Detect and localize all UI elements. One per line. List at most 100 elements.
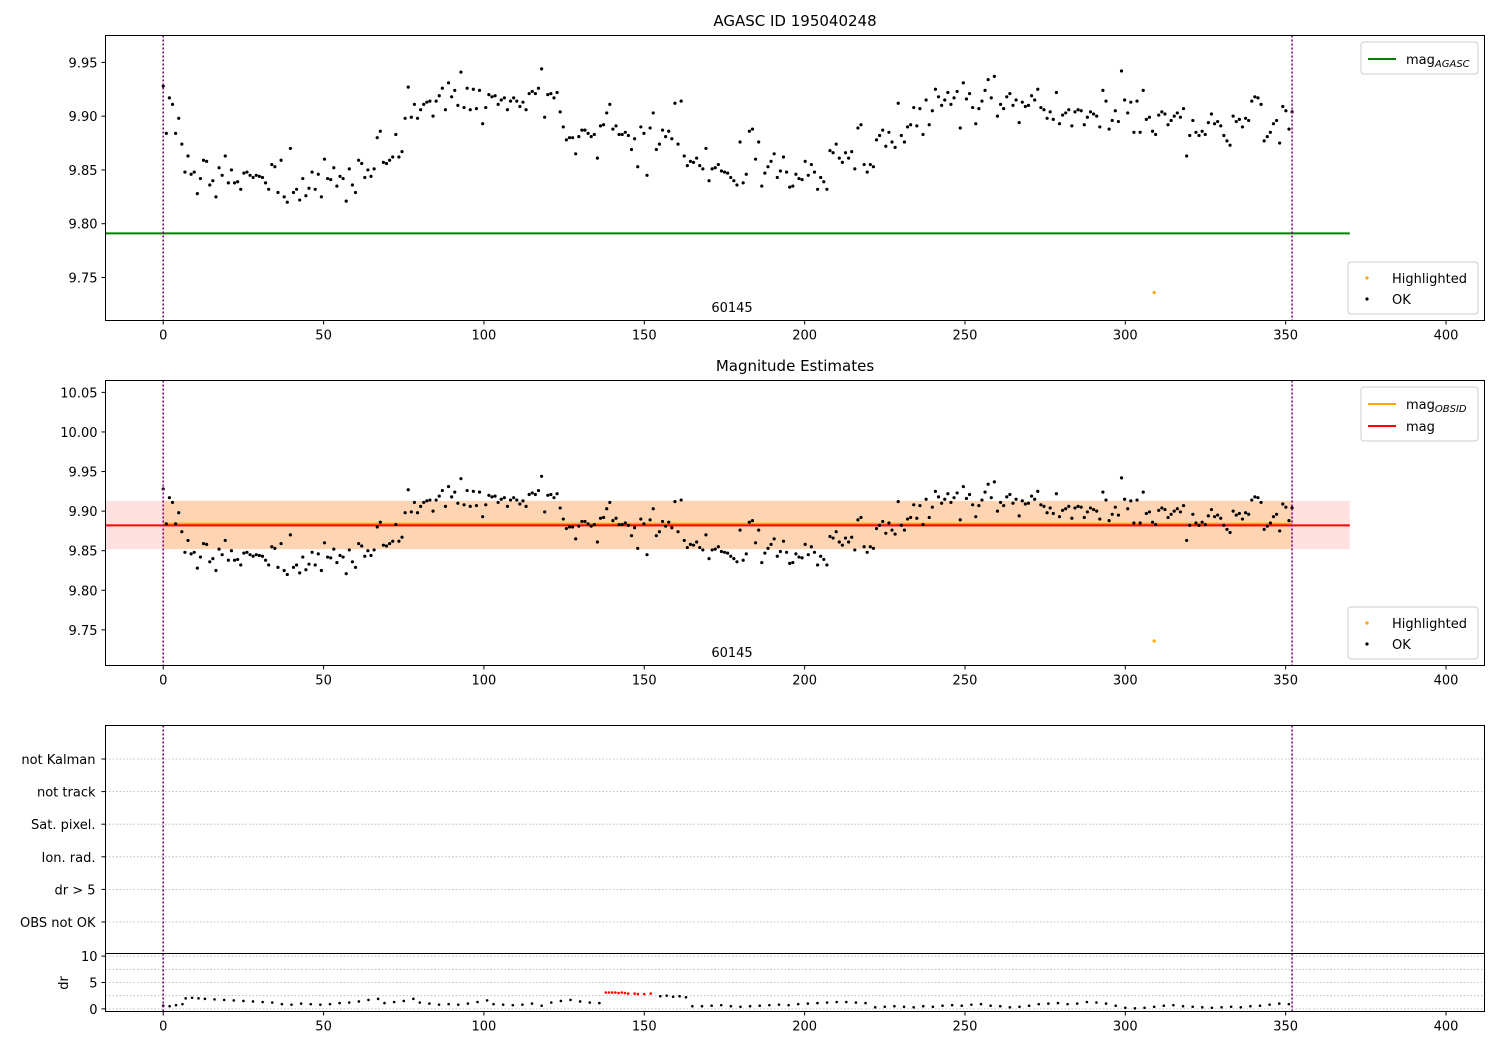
x-tick-label: 150 — [632, 1020, 657, 1035]
dr-point-black — [684, 995, 688, 999]
ok-point — [760, 184, 764, 188]
ok-point — [313, 187, 317, 191]
ok-point — [1166, 123, 1170, 127]
ok-point — [1026, 103, 1031, 108]
ok-point — [881, 519, 885, 524]
dr-point-black — [222, 998, 226, 1002]
ok-point — [270, 545, 274, 549]
y-tick-label: 9.80 — [69, 218, 98, 233]
ok-point — [719, 169, 724, 173]
ok-point — [660, 128, 665, 132]
ok-point — [803, 159, 807, 163]
y-tick-label: 5 — [89, 977, 97, 992]
dr-point-black — [1172, 1003, 1175, 1007]
ok-point — [1268, 130, 1272, 134]
ok-point — [1002, 503, 1006, 508]
dr-point-black — [1008, 1005, 1012, 1009]
ok-point — [496, 102, 500, 106]
ok-point — [788, 561, 792, 565]
ok-point — [1225, 527, 1229, 531]
ok-point — [1020, 100, 1024, 104]
ok-point — [1163, 112, 1167, 116]
dr-point-black — [729, 1004, 733, 1008]
dr-point-black — [598, 1001, 601, 1005]
ok-point — [605, 507, 609, 511]
ok-point — [1247, 118, 1251, 123]
y-tick-label: 9.90 — [69, 505, 98, 520]
ok-point — [729, 175, 733, 180]
ok-point — [837, 156, 841, 160]
ok-point — [446, 81, 451, 85]
ok-point — [933, 489, 938, 493]
ok-point — [419, 504, 423, 508]
dr-point-black — [1191, 1005, 1194, 1009]
ok-point — [1271, 515, 1276, 519]
ok-point — [971, 503, 975, 507]
ok-point — [245, 550, 249, 554]
ok-point — [341, 555, 345, 559]
ok-point — [301, 555, 305, 559]
ok-point — [515, 498, 519, 502]
ok-point — [428, 99, 432, 103]
ok-point — [850, 150, 854, 154]
ok-point — [388, 541, 392, 546]
ok-point — [586, 522, 590, 526]
dr-point-black — [280, 1002, 284, 1006]
dr-point-black — [1018, 1005, 1021, 1009]
ok-point — [1231, 114, 1235, 118]
ok-point — [847, 540, 851, 544]
ok-point — [1070, 124, 1074, 128]
ok-point — [577, 134, 581, 139]
x-tick-label: 50 — [315, 674, 332, 689]
ok-point — [1023, 502, 1027, 506]
ok-point — [828, 148, 832, 153]
ok-point — [1169, 512, 1173, 516]
ok-point — [1042, 504, 1046, 508]
ok-point — [208, 560, 212, 564]
ok-point — [809, 545, 813, 549]
legend-label: mag — [1406, 420, 1435, 435]
ok-point — [995, 509, 1000, 513]
dr-point-black — [232, 999, 236, 1002]
x-tick-label: 250 — [953, 1020, 978, 1035]
ok-point — [1160, 506, 1164, 510]
dr-point-red — [614, 991, 617, 994]
ok-point — [1262, 139, 1266, 143]
ok-point — [980, 99, 984, 103]
ok-point — [701, 548, 705, 552]
ok-point — [1256, 496, 1260, 500]
ok-point — [325, 176, 330, 181]
ok-point — [1197, 523, 1201, 527]
ok-point — [784, 550, 789, 554]
ok-point — [977, 107, 981, 111]
dr-point-black — [383, 1001, 386, 1005]
ok-point — [214, 195, 218, 199]
panel-flags: not Kalman not track Sat. pixel. Ion. rad. d… — [20, 725, 1485, 954]
ok-point — [456, 501, 460, 505]
x-tick-label: 400 — [1434, 1020, 1459, 1035]
ok-point — [924, 497, 928, 501]
ok-point — [1014, 98, 1018, 102]
ok-point — [828, 534, 832, 539]
ok-point — [1092, 507, 1096, 512]
ok-point — [825, 187, 829, 191]
ok-point — [1262, 527, 1266, 531]
ok-point — [434, 99, 438, 103]
ok-point — [344, 572, 348, 576]
ok-point — [1178, 510, 1183, 514]
ok-point — [279, 158, 283, 162]
ok-point — [490, 495, 494, 499]
ok-point — [633, 137, 637, 141]
panel-1-title: AGASC ID 195040248 — [713, 12, 876, 30]
ok-point — [884, 531, 888, 535]
ok-point — [871, 546, 876, 550]
ok-point — [713, 166, 717, 170]
ok-point — [471, 489, 475, 493]
ok-point — [912, 503, 916, 507]
ok-point — [288, 146, 292, 151]
ok-point — [521, 100, 525, 104]
ok-point — [446, 484, 451, 489]
ok-point — [270, 162, 274, 167]
ok-point — [788, 185, 792, 189]
ok-point — [512, 496, 516, 500]
